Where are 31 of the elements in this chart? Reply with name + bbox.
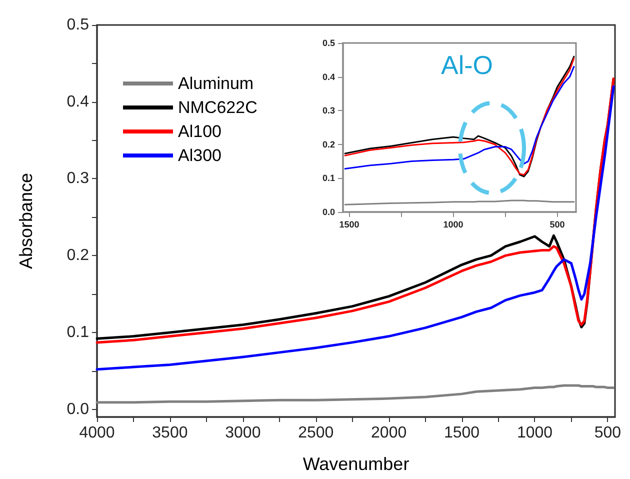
x-tick-label: 3500 [152, 424, 188, 442]
y-tick-label: 0.4 [66, 93, 90, 110]
x-tick-label: 1000 [443, 220, 464, 230]
y-tick-label: 0.2 [66, 247, 90, 264]
legend-label: NMC622C [178, 98, 258, 117]
y-tick-label: 0.3 [322, 106, 335, 116]
x-tick-label: 500 [594, 424, 622, 442]
x-tick-label: 1500 [339, 220, 360, 230]
legend-label: Al300 [178, 146, 222, 165]
x-tick-label: 1500 [444, 424, 480, 442]
y-tick-label: 0.5 [66, 16, 90, 34]
y-tick-label: 0.1 [322, 173, 335, 184]
x-axis-title: Wavenumber [302, 454, 410, 474]
y-axis-title: Absorbance [16, 172, 36, 270]
legend-label: Aluminum [178, 74, 254, 93]
x-tick-label: 4000 [79, 424, 115, 442]
y-tick-label: 0.0 [66, 400, 90, 418]
y-tick-label: 0.1 [66, 324, 90, 341]
y-tick-label: 0.2 [322, 139, 335, 150]
line-series [96, 384, 615, 404]
x-tick-label: 2000 [371, 424, 407, 442]
x-tick-label: 3000 [225, 424, 261, 442]
legend-label: Al100 [178, 122, 222, 141]
annotation: Al-O [441, 50, 493, 80]
y-tick-label: 0.5 [322, 38, 335, 48]
x-tick-label: 500 [550, 220, 565, 230]
x-tick-label: 1000 [516, 424, 553, 442]
y-tick-label: 0.4 [322, 72, 335, 82]
x-tick-label: 2500 [298, 424, 334, 442]
y-tick-label: 0.3 [66, 170, 90, 188]
y-tick-label: 0.0 [322, 207, 335, 217]
